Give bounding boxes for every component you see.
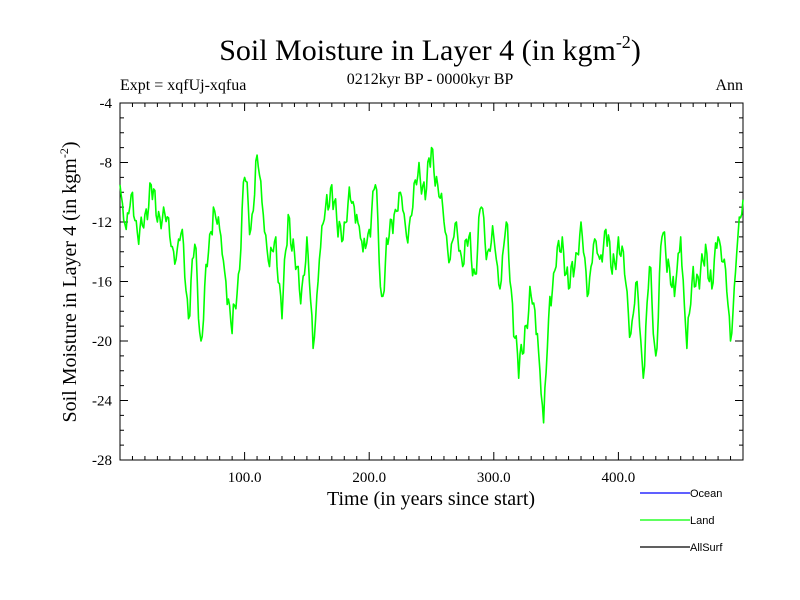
x-axis-label: Time (in years since start) <box>327 488 535 510</box>
x-tick-label: 400.0 <box>602 470 636 486</box>
series-line-land <box>119 146 744 424</box>
x-axis: 100.0 200.0 300.0 400.0 <box>131 103 732 486</box>
y-tick-label: -8 <box>100 156 113 172</box>
series-layer <box>119 146 744 424</box>
legend-label-ocean: Ocean <box>690 488 722 500</box>
y-tick-label: -24 <box>92 394 112 410</box>
legend: Ocean Land AllSurf <box>640 488 723 554</box>
chart-title-exponent: -2 <box>616 32 631 52</box>
y-axis-label-exponent: -2 <box>57 148 71 158</box>
chart-title: Soil Moisture in Layer 4 (in kgm-2) <box>219 32 641 67</box>
x-tick-label: 200.0 <box>352 470 386 486</box>
y-tick-label: -28 <box>92 453 112 469</box>
y-axis-label: Soil Moisture in Layer 4 (in kgm-2) <box>57 141 81 422</box>
x-tick-label: 300.0 <box>477 470 511 486</box>
y-tick-label: -16 <box>92 275 112 291</box>
y-axis: -28 -24 -20 -16 -12 -8 -4 <box>92 96 743 469</box>
y-tick-label: -4 <box>100 96 113 112</box>
period-label: 0212kyr BP - 0000kyr BP <box>347 71 514 88</box>
legend-label-allsurf: AllSurf <box>690 542 723 554</box>
y-tick-label: -20 <box>92 334 112 350</box>
x-tick-label: 100.0 <box>228 470 262 486</box>
y-tick-label: -12 <box>92 215 112 231</box>
expt-label: Expt = xqfUj-xqfua <box>120 77 246 94</box>
season-label: Ann <box>715 77 743 94</box>
legend-label-land: Land <box>690 515 714 527</box>
